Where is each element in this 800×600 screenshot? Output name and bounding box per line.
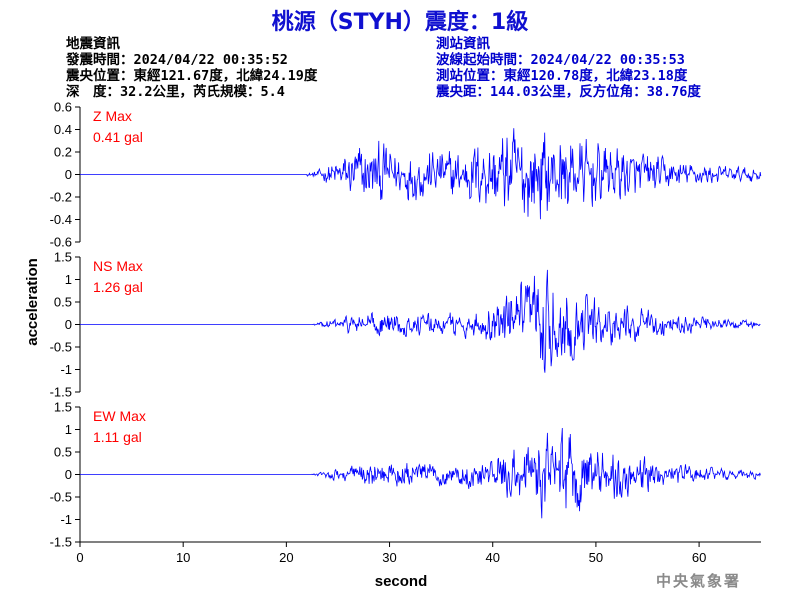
ns-y-tick-label: 0.5 <box>54 295 72 310</box>
z-y-tick-label: -0.6 <box>50 235 72 250</box>
ew-y-tick-label: 0.5 <box>54 445 72 460</box>
station-location: 測站位置：東經120.78度，北緯23.18度 <box>436 68 688 84</box>
ns-y-tick-label: -1 <box>60 362 72 377</box>
ns-y-tick-label: -1.5 <box>50 385 72 400</box>
quake-info-header: 地震資訊 <box>66 36 120 52</box>
z-y-tick-label: 0.4 <box>54 122 72 137</box>
x-tick-label: 30 <box>382 550 396 565</box>
z-trace <box>80 128 762 220</box>
origin-time: 發震時間：2024/04/22 00:35:52 <box>66 52 288 68</box>
ew-max-value: 1.11 gal <box>93 429 142 445</box>
x-axis-label: second <box>375 573 428 590</box>
z-y-tick-label: -0.4 <box>50 212 72 227</box>
ns-y-tick-label: 1 <box>65 272 72 287</box>
ns-trace <box>80 269 761 373</box>
x-tick-label: 60 <box>692 550 706 565</box>
z-y-tick-label: 0.2 <box>54 145 72 160</box>
ew-y-tick-label: -1 <box>60 512 72 527</box>
y-axis-label: acceleration <box>24 258 41 346</box>
wave-start-time: 波線起始時間：2024/04/22 00:35:53 <box>436 52 685 68</box>
z-max-label: Z Max <box>93 108 132 124</box>
z-y-tick-label: 0.6 <box>54 100 72 115</box>
ew-y-tick-label: -1.5 <box>50 535 72 550</box>
ns-max-label: NS Max <box>93 258 143 274</box>
cwa-credit: 中央氣象署 <box>656 572 742 590</box>
x-tick-label: 50 <box>589 550 603 565</box>
ew-y-tick-label: -0.5 <box>50 490 72 505</box>
z-y-tick-label: 0 <box>65 167 72 182</box>
ew-trace <box>80 427 761 519</box>
ew-max-label: EW Max <box>93 408 146 424</box>
ns-y-tick-label: 0 <box>65 317 72 332</box>
x-tick-label: 20 <box>279 550 293 565</box>
x-tick-label: 40 <box>485 550 499 565</box>
epicenter-location: 震央位置：東經121.67度，北緯24.19度 <box>66 68 318 84</box>
distance-azimuth: 震央距：144.03公里，反方位角：38.76度 <box>436 84 701 100</box>
depth-magnitude: 深 度：32.2公里，芮氏規模：5.4 <box>66 84 285 100</box>
chart-title: 桃源（STYH）震度：1級 <box>271 10 529 35</box>
ew-y-tick-label: 1 <box>65 422 72 437</box>
ew-y-tick-label: 1.5 <box>54 400 72 415</box>
x-tick-label: 10 <box>176 550 190 565</box>
x-tick-label: 0 <box>76 550 83 565</box>
ns-max-value: 1.26 gal <box>93 279 143 295</box>
station-info-header: 測站資訊 <box>436 36 490 52</box>
ns-y-tick-label: 1.5 <box>54 250 72 265</box>
z-y-tick-label: -0.2 <box>50 190 72 205</box>
station-info-block: 測站資訊 波線起始時間：2024/04/22 00:35:53 測站位置：東經1… <box>436 36 701 100</box>
ns-y-tick-label: -0.5 <box>50 340 72 355</box>
ew-y-tick-label: 0 <box>65 467 72 482</box>
quake-info-block: 地震資訊 發震時間：2024/04/22 00:35:52 震央位置：東經121… <box>66 36 317 100</box>
z-max-value: 0.41 gal <box>93 129 143 145</box>
